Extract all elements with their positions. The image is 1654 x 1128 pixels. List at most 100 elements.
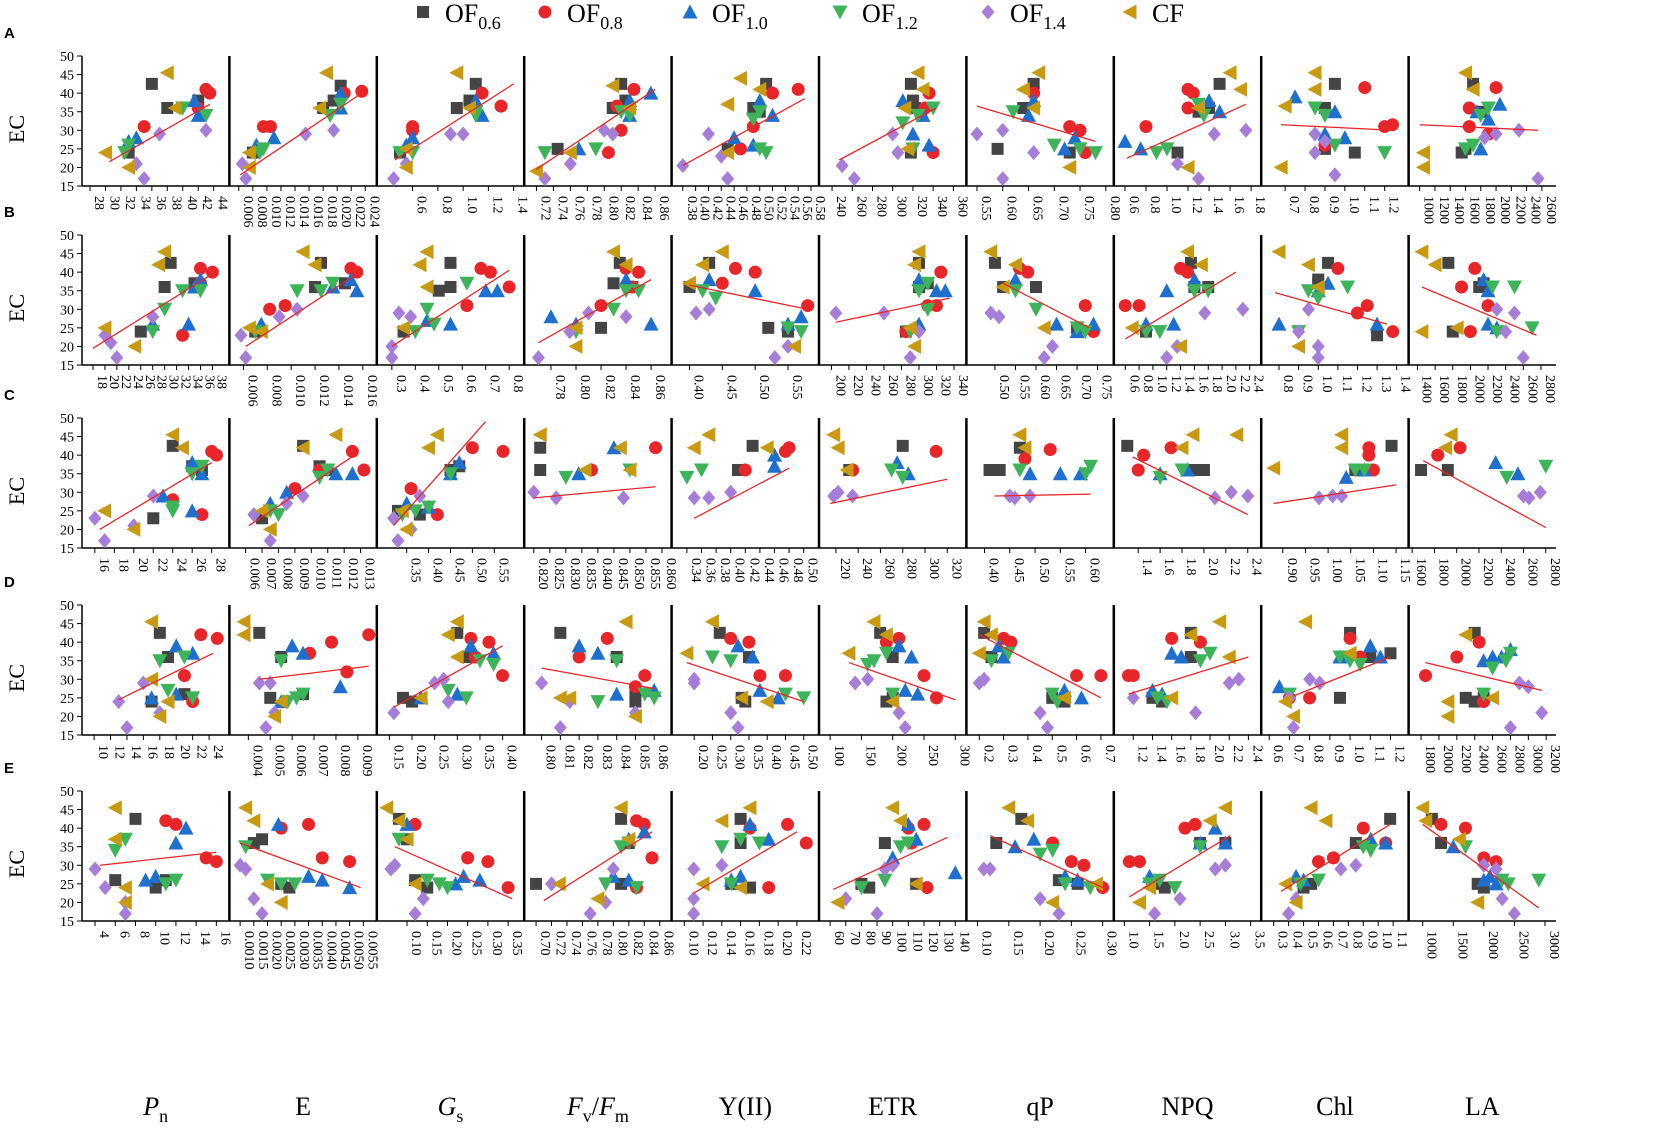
- x-tick-label: 240: [833, 196, 848, 217]
- parameter-label: Chl: [1316, 1092, 1354, 1121]
- data-point: [1455, 280, 1469, 294]
- y-tick-label: 50: [60, 599, 74, 614]
- data-point: [1186, 86, 1200, 100]
- data-point: [606, 302, 622, 317]
- data-point: [1457, 142, 1473, 157]
- data-point: [1217, 800, 1232, 816]
- x-tick-label: 300: [894, 196, 909, 217]
- x-tick-label: 70: [847, 931, 862, 945]
- data-point: [449, 614, 464, 630]
- y-tick-label: 45: [60, 431, 74, 446]
- x-tick-label: 2400: [1507, 375, 1522, 403]
- data-point: [342, 880, 358, 895]
- x-tick-label: 0.60: [1087, 558, 1102, 583]
- data-point: [1385, 439, 1398, 452]
- x-tick-label: 1.4: [515, 196, 530, 214]
- data-point: [1503, 720, 1517, 736]
- data-point: [702, 301, 716, 317]
- data-point: [907, 257, 922, 273]
- data-point: [1499, 470, 1515, 485]
- data-point: [279, 484, 295, 499]
- data-point: [1489, 126, 1503, 142]
- x-tick-label: 0.30: [1104, 931, 1119, 956]
- x-tick-label: 0.007: [263, 558, 278, 590]
- data-point: [904, 77, 917, 90]
- x-tick-label: 0.6: [1319, 931, 1334, 949]
- data-point: [568, 338, 583, 354]
- scatter-panel: 0.006 0.008 0.010 0.012 0.014 0.016: [228, 235, 379, 407]
- x-tick-label: 6: [116, 931, 131, 938]
- legend-marker: [417, 6, 429, 18]
- data-point: [861, 671, 875, 687]
- x-tick-label: 2200: [1458, 745, 1473, 773]
- row-label: D: [4, 574, 15, 591]
- data-point: [1348, 146, 1361, 159]
- x-tick-label: 0.80: [577, 375, 592, 400]
- data-point: [1419, 669, 1433, 683]
- data-point: [878, 646, 894, 661]
- data-point: [489, 283, 505, 298]
- x-tick-label: 18: [94, 375, 109, 389]
- data-point: [121, 138, 137, 153]
- data-point: [399, 831, 414, 847]
- x-tick-label: 2600: [1543, 196, 1558, 224]
- data-point: [241, 320, 256, 336]
- data-point: [343, 272, 359, 287]
- data-point: [109, 874, 122, 887]
- data-point: [552, 690, 567, 706]
- data-point: [153, 626, 166, 639]
- data-point: [1311, 338, 1325, 354]
- data-point: [1470, 894, 1485, 910]
- data-point: [1069, 321, 1085, 336]
- data-point: [1472, 635, 1486, 649]
- data-point: [1167, 881, 1183, 896]
- data-point: [885, 687, 901, 702]
- data-point: [272, 309, 286, 325]
- data-point: [419, 302, 435, 317]
- fit-line: [393, 421, 487, 527]
- x-tick-label: 320: [938, 375, 953, 396]
- data-point: [168, 835, 184, 850]
- data-point: [910, 686, 926, 701]
- x-tick-label: 16: [144, 745, 159, 759]
- data-point: [920, 302, 936, 317]
- x-tick-label: 8: [136, 931, 151, 938]
- data-point: [1180, 159, 1195, 175]
- scatter-panel: 0.78 0.80 0.82 0.84 0.86: [522, 235, 667, 400]
- x-tick-label: 2800: [1547, 558, 1562, 586]
- data-point: [289, 691, 305, 706]
- data-point: [686, 440, 701, 456]
- x-tick-label: 0.0055: [364, 931, 379, 970]
- data-point: [195, 508, 209, 522]
- data-point: [1360, 299, 1374, 313]
- data-point: [278, 299, 292, 313]
- x-tick-label: 0.45: [786, 745, 801, 770]
- data-point: [474, 107, 490, 122]
- y-tick-label: 45: [60, 69, 74, 84]
- x-tick-label: 1.2: [489, 196, 504, 214]
- x-tick-label: 0.85: [636, 745, 651, 770]
- data-point: [273, 694, 288, 710]
- x-tick-label: 36: [153, 196, 168, 210]
- data-point: [898, 720, 912, 736]
- data-point: [976, 614, 991, 630]
- data-point: [1186, 272, 1202, 287]
- data-point: [340, 665, 354, 679]
- x-tick-label: 0.5: [1305, 931, 1320, 949]
- data-point: [387, 705, 401, 721]
- x-tick-label: 300: [956, 745, 971, 766]
- data-point: [907, 338, 922, 354]
- data-point: [767, 458, 782, 473]
- data-point: [1465, 81, 1480, 97]
- x-tick-label: 0.30: [732, 745, 747, 770]
- data-point: [996, 122, 1010, 138]
- data-point: [327, 122, 341, 138]
- scatter-panel: 0.6 0.7 0.8 0.9 1.0 1.1 1.2: [1259, 605, 1406, 763]
- data-point: [1465, 138, 1481, 153]
- data-point: [481, 855, 495, 869]
- data-point: [478, 283, 494, 298]
- x-tick-label: 0.48: [748, 196, 763, 221]
- data-point: [618, 257, 633, 273]
